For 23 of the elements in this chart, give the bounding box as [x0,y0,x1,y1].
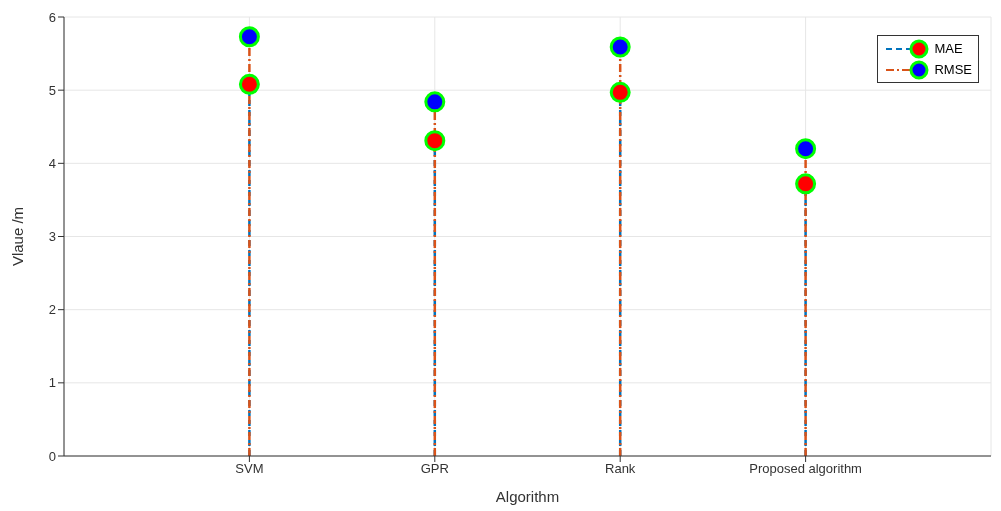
y-tick-label: 1 [48,375,56,391]
y-tick-label: 0 [48,448,56,464]
y-tick-label: 3 [48,229,56,245]
point [424,91,446,113]
y-tick-label: 5 [48,82,56,98]
point [238,73,260,95]
y-axis-title: Vlaue /m [9,206,27,267]
y-tick-label: 4 [48,155,56,171]
x-tick-label: GPR [420,461,449,477]
point [424,130,446,152]
point [238,26,260,48]
x-tick-label: SVM [235,461,264,477]
point [795,173,817,195]
x-axis-title: Algorithm [495,488,560,505]
legend-label: RMSE [934,62,972,77]
x-tick-label: Rank [605,461,636,477]
point [795,138,817,160]
legend-label: MAE [934,41,963,56]
point [609,81,631,103]
x-tick-label: Proposed algorithm [749,461,862,477]
y-tick-label: 2 [48,302,56,318]
point [609,36,631,58]
y-tick-label: 6 [48,9,56,25]
